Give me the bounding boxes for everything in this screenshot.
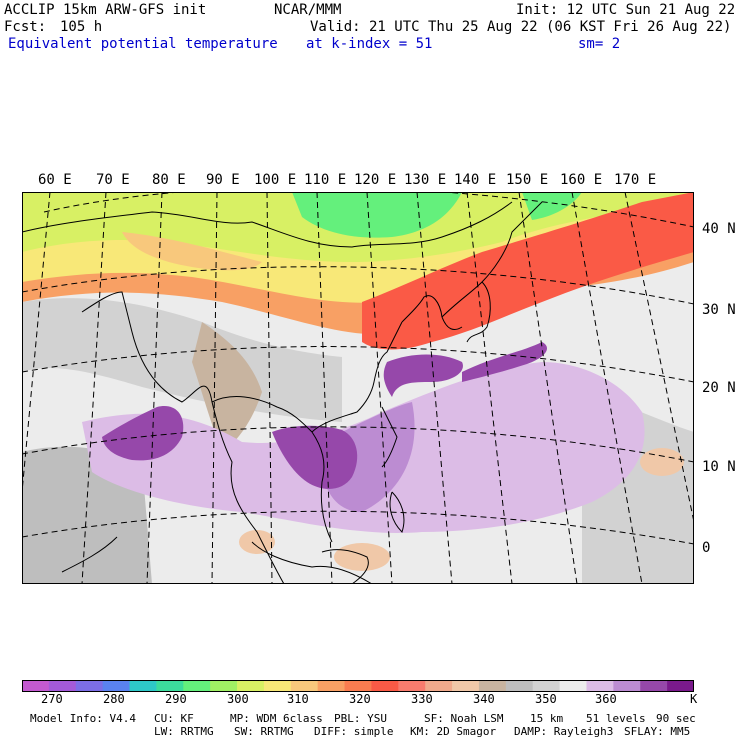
colorbar-swatch <box>263 680 292 692</box>
colorbar-unit: K <box>690 692 698 706</box>
cool-region-green <box>292 192 462 238</box>
warm-patch <box>239 530 275 554</box>
colorbar-swatch <box>586 680 614 692</box>
warm-patch <box>640 448 684 476</box>
lon-label: 90 E <box>206 172 240 188</box>
colorbar-swatch <box>48 680 77 692</box>
lon-label: 120 E <box>354 172 397 188</box>
lat-label: 30 N <box>702 302 736 318</box>
footer-item: CU: KF <box>154 712 194 725</box>
colorbar-swatch <box>398 680 426 692</box>
footer-item: SF: Noah LSM <box>424 712 504 725</box>
colorbar-swatch <box>22 680 50 692</box>
colorbar-swatch <box>290 680 319 692</box>
init-time: Init: 12 UTC Sun 21 Aug 22 <box>516 2 736 18</box>
colorbar-tick-label: 360 <box>595 692 617 706</box>
theta-e-map <box>22 192 694 584</box>
footer-item: 51 levels <box>586 712 646 725</box>
coastlines <box>22 201 543 584</box>
colorbar-tick-label: 280 <box>103 692 125 706</box>
forecast-hour: 105 h <box>60 19 103 35</box>
colorbar-tick-label: 310 <box>287 692 309 706</box>
lat-label: 10 N <box>702 459 736 475</box>
colorbar-swatch <box>452 680 480 692</box>
tan-region <box>192 322 262 452</box>
moist-core <box>462 342 547 382</box>
colorbar-tick-label: 330 <box>411 692 433 706</box>
colorbar-tick-label: 350 <box>535 692 557 706</box>
lon-label: 140 E <box>454 172 497 188</box>
colorbar-swatch <box>75 680 104 692</box>
lon-label: 60 E <box>38 172 72 188</box>
gray-region <box>22 298 342 422</box>
lon-label: 70 E <box>96 172 130 188</box>
forecast-label: Fcst: <box>4 19 47 35</box>
colorbar-swatch <box>667 680 694 692</box>
colorbar-swatch <box>183 680 211 692</box>
graticule <box>22 192 694 584</box>
map-frame <box>22 192 694 584</box>
smoothing-label: sm= 2 <box>578 36 621 52</box>
lat-label: 20 N <box>702 380 736 396</box>
footer-item: KM: 2D Smagor <box>410 725 497 738</box>
field-name: Equivalent potential temperature <box>8 36 278 52</box>
lon-label: 110 E <box>304 172 347 188</box>
colorbar-swatch <box>425 680 453 692</box>
colorbar-swatch <box>317 680 346 692</box>
colorbar-swatch <box>371 680 399 692</box>
footer-item: PBL: YSU <box>334 712 387 725</box>
level-label: at k-index = 51 <box>306 36 433 52</box>
footer-item: SW: RRTMG <box>234 725 294 738</box>
colorbar-swatch <box>640 680 668 692</box>
colorbar-swatch <box>532 680 561 692</box>
lat-label: 0 <box>702 540 711 556</box>
colorbar-swatch <box>129 680 157 692</box>
moist-core <box>383 354 463 397</box>
colorbar-swatch <box>237 680 265 692</box>
footer-item: SFLAY: MM5 <box>624 725 691 738</box>
colorbar-swatch <box>505 680 534 692</box>
footer-item: 90 sec <box>656 712 696 725</box>
colorbar-swatch <box>559 680 587 692</box>
lat-label: 40 N <box>702 221 736 237</box>
colorbar-tick-label: 270 <box>41 692 63 706</box>
colorbar-swatch <box>478 680 507 692</box>
colorbar-tick-label: 290 <box>165 692 187 706</box>
footer-item: 15 km <box>530 712 564 725</box>
lon-label: 170 E <box>614 172 657 188</box>
warm-patch <box>334 543 390 571</box>
footer-item: LW: RRTMG <box>154 725 214 738</box>
model-title: ACCLIP 15km ARW-GFS init <box>4 2 207 18</box>
lon-label: 100 E <box>254 172 297 188</box>
colorbar-swatch <box>613 680 641 692</box>
colorbar-swatch <box>210 680 238 692</box>
lon-label: 150 E <box>506 172 549 188</box>
lon-label: 130 E <box>404 172 447 188</box>
moist-core <box>272 425 358 489</box>
hot-band-red <box>362 192 694 350</box>
valid-time: Valid: 21 UTC Thu 25 Aug 22 (06 KST Fri … <box>310 19 732 35</box>
colorbar-frame <box>22 680 694 692</box>
colorbar-tick-label: 320 <box>349 692 371 706</box>
footer-item: DIFF: simple <box>314 725 394 738</box>
moist-core <box>102 406 184 461</box>
org-label: NCAR/MMM <box>274 2 342 18</box>
colorbar-tick-label: 300 <box>227 692 249 706</box>
colorbar <box>22 680 694 692</box>
colorbar-swatch <box>344 680 372 692</box>
colorbar-swatch <box>156 680 184 692</box>
footer-item: DAMP: Rayleigh3 <box>514 725 614 738</box>
warm-patch <box>122 232 262 271</box>
lon-label: 160 E <box>560 172 603 188</box>
lon-label: 80 E <box>152 172 186 188</box>
colorbar-tick-label: 340 <box>473 692 495 706</box>
colorbar-swatch <box>102 680 131 692</box>
footer-item: MP: WDM 6class <box>230 712 323 725</box>
cool-region-green <box>522 192 582 220</box>
footer-item: Model Info: V4.4 <box>30 712 136 725</box>
